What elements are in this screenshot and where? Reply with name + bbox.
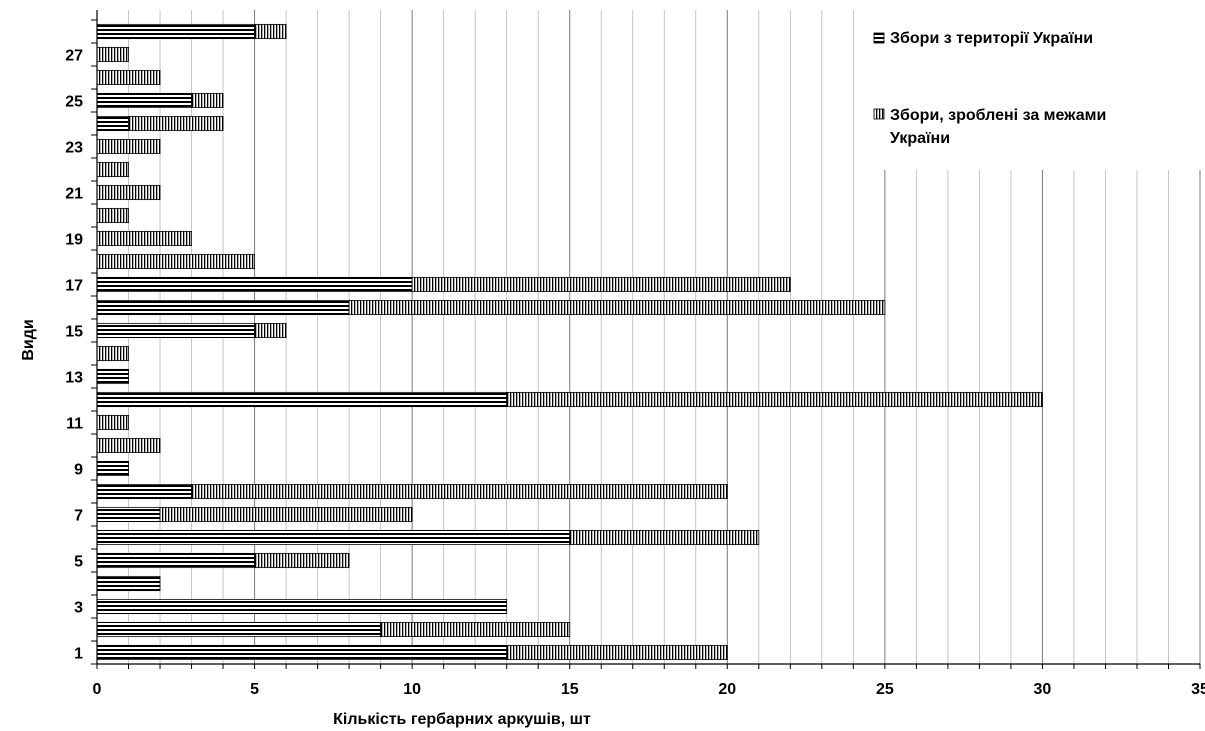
bar-segment-abroad (348, 299, 886, 316)
bar-segment-abroad (96, 414, 129, 431)
bar-segment-abroad (506, 391, 1043, 408)
y-tick-label: 23 (65, 140, 83, 157)
bars (96, 23, 1043, 661)
bar-segment-ukraine (96, 644, 508, 661)
x-tick-label: 10 (403, 681, 421, 698)
bar-segment-abroad (96, 207, 129, 224)
bar-segment-abroad (96, 345, 129, 362)
legend-label-abroad-line2: України (890, 130, 950, 147)
bar-segment-ukraine (96, 483, 192, 500)
x-tick-label: 20 (718, 681, 736, 698)
y-tick-label: 13 (65, 370, 83, 387)
bar-segment-ukraine (96, 529, 571, 546)
bar-segment-abroad (96, 69, 161, 86)
bar-segment-abroad (96, 46, 129, 63)
y-tick-label: 3 (74, 600, 83, 617)
bar-segment-abroad (411, 276, 791, 293)
bar-segment-ukraine (96, 368, 129, 385)
axes (91, 10, 1201, 669)
legend-label-abroad: Збори, зроблені за межами України (890, 107, 1111, 147)
x-tick-label: 15 (561, 681, 579, 698)
legend-label-abroad-line1: Збори, зроблені за межами (890, 107, 1106, 124)
y-tick-label: 11 (66, 416, 83, 433)
bar-segment-abroad (191, 92, 224, 109)
bar-segment-ukraine (96, 621, 382, 638)
legend-swatch-abroad (873, 108, 885, 120)
bar-segment-abroad (569, 529, 760, 546)
x-tick-label: 35 (1191, 681, 1205, 698)
bar-segment-abroad (380, 621, 571, 638)
legend-label-ukraine: Збори з території України (890, 30, 1093, 47)
y-tick-label: 9 (74, 462, 83, 479)
y-tick-label: 19 (65, 232, 83, 249)
bar-segment-ukraine (96, 92, 192, 109)
legend: Збори з території України Збори, зроблен… (856, 10, 1204, 170)
y-tick-label: 1 (74, 646, 83, 663)
bar-segment-abroad (96, 184, 161, 201)
bar-segment-abroad (254, 552, 350, 569)
y-tick-label: 17 (65, 278, 83, 295)
x-tick-label: 5 (250, 681, 259, 698)
x-tick-label: 25 (876, 681, 894, 698)
bar-segment-ukraine (96, 322, 255, 339)
y-tick-label: 21 (65, 186, 83, 203)
bar-segment-abroad (96, 437, 161, 454)
bar-segment-abroad (506, 644, 728, 661)
y-tick-label: 15 (65, 324, 83, 341)
bar-segment-abroad (254, 23, 287, 40)
bar-segment-ukraine (96, 460, 129, 477)
bar-segment-ukraine (96, 391, 508, 408)
bar-segment-ukraine (96, 552, 255, 569)
y-tick-label: 25 (65, 94, 83, 111)
legend-swatch-ukraine (873, 32, 885, 44)
x-tick-label: 0 (93, 681, 102, 698)
grid-lines (128, 10, 1201, 664)
y-tick-label: 27 (65, 48, 83, 65)
bar-segment-ukraine (96, 506, 161, 523)
bar-segment-abroad (128, 115, 224, 132)
bar-segment-ukraine (96, 276, 413, 293)
legend-box (856, 10, 1204, 170)
bar-segment-ukraine (96, 115, 129, 132)
bar-segment-abroad (96, 161, 129, 178)
y-axis-title: Види (20, 319, 37, 360)
bar-segment-abroad (254, 322, 287, 339)
bar-segment-ukraine (96, 299, 350, 316)
x-axis-title: Кількість гербарних аркушів, шт (333, 711, 591, 728)
bar-segment-ukraine (96, 598, 508, 615)
bar-segment-abroad (159, 506, 413, 523)
bar-segment-ukraine (96, 23, 255, 40)
bar-segment-abroad (191, 483, 728, 500)
bar-segment-abroad (96, 253, 255, 270)
x-tick-labels: 0 5 10 15 20 25 30 35 (93, 681, 1205, 698)
bar-segment-abroad (96, 138, 161, 155)
y-tick-label: 5 (74, 554, 83, 571)
x-tick-label: 30 (1034, 681, 1052, 698)
bar-segment-ukraine (96, 575, 161, 592)
bar-segment-abroad (96, 230, 192, 247)
y-tick-label: 7 (74, 508, 83, 525)
